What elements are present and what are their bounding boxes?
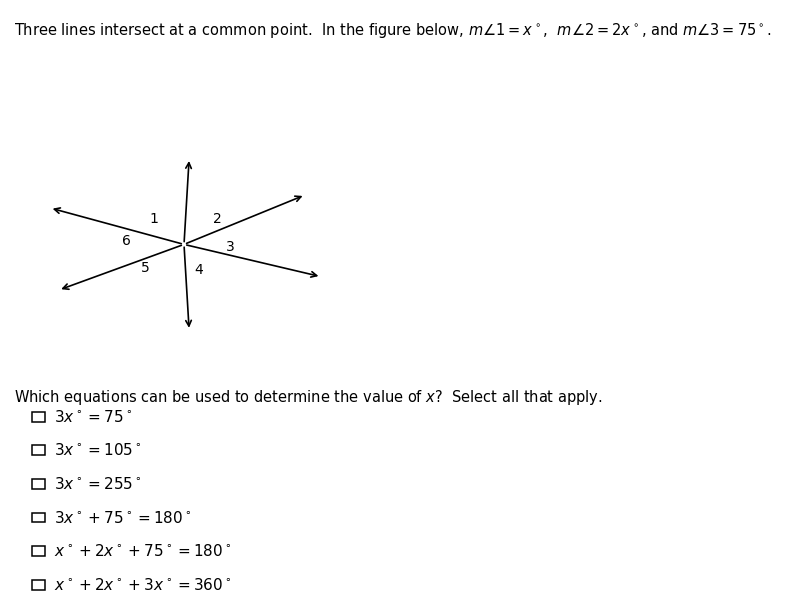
Text: $3x^\circ = 75^\circ$: $3x^\circ = 75^\circ$ bbox=[54, 409, 133, 425]
Text: Which equations can be used to determine the value of $x$?  Select all that appl: Which equations can be used to determine… bbox=[14, 388, 603, 407]
Text: $3x^\circ + 75^\circ = 180^\circ$: $3x^\circ + 75^\circ = 180^\circ$ bbox=[54, 510, 192, 525]
Bar bbox=[32, 513, 45, 522]
Text: $3x^\circ = 105^\circ$: $3x^\circ = 105^\circ$ bbox=[54, 442, 142, 458]
Text: $x^\circ + 2x^\circ + 3x^\circ = 360^\circ$: $x^\circ + 2x^\circ + 3x^\circ = 360^\ci… bbox=[54, 577, 232, 593]
Bar bbox=[32, 445, 45, 455]
Text: 5: 5 bbox=[142, 261, 150, 275]
Text: 4: 4 bbox=[194, 263, 202, 277]
Bar bbox=[32, 580, 45, 590]
Text: 2: 2 bbox=[214, 212, 222, 225]
Bar bbox=[32, 546, 45, 556]
Text: $x^\circ + 2x^\circ + 75^\circ = 180^\circ$: $x^\circ + 2x^\circ + 75^\circ = 180^\ci… bbox=[54, 543, 232, 559]
Bar bbox=[32, 412, 45, 422]
Text: 1: 1 bbox=[149, 212, 158, 225]
Text: 3: 3 bbox=[226, 240, 234, 254]
Text: 6: 6 bbox=[122, 233, 131, 247]
Bar bbox=[32, 479, 45, 489]
Text: Three lines intersect at a common point.  In the figure below, $m\angle 1 = x^\c: Three lines intersect at a common point.… bbox=[14, 21, 772, 40]
Text: $3x^\circ = 255^\circ$: $3x^\circ = 255^\circ$ bbox=[54, 476, 142, 492]
